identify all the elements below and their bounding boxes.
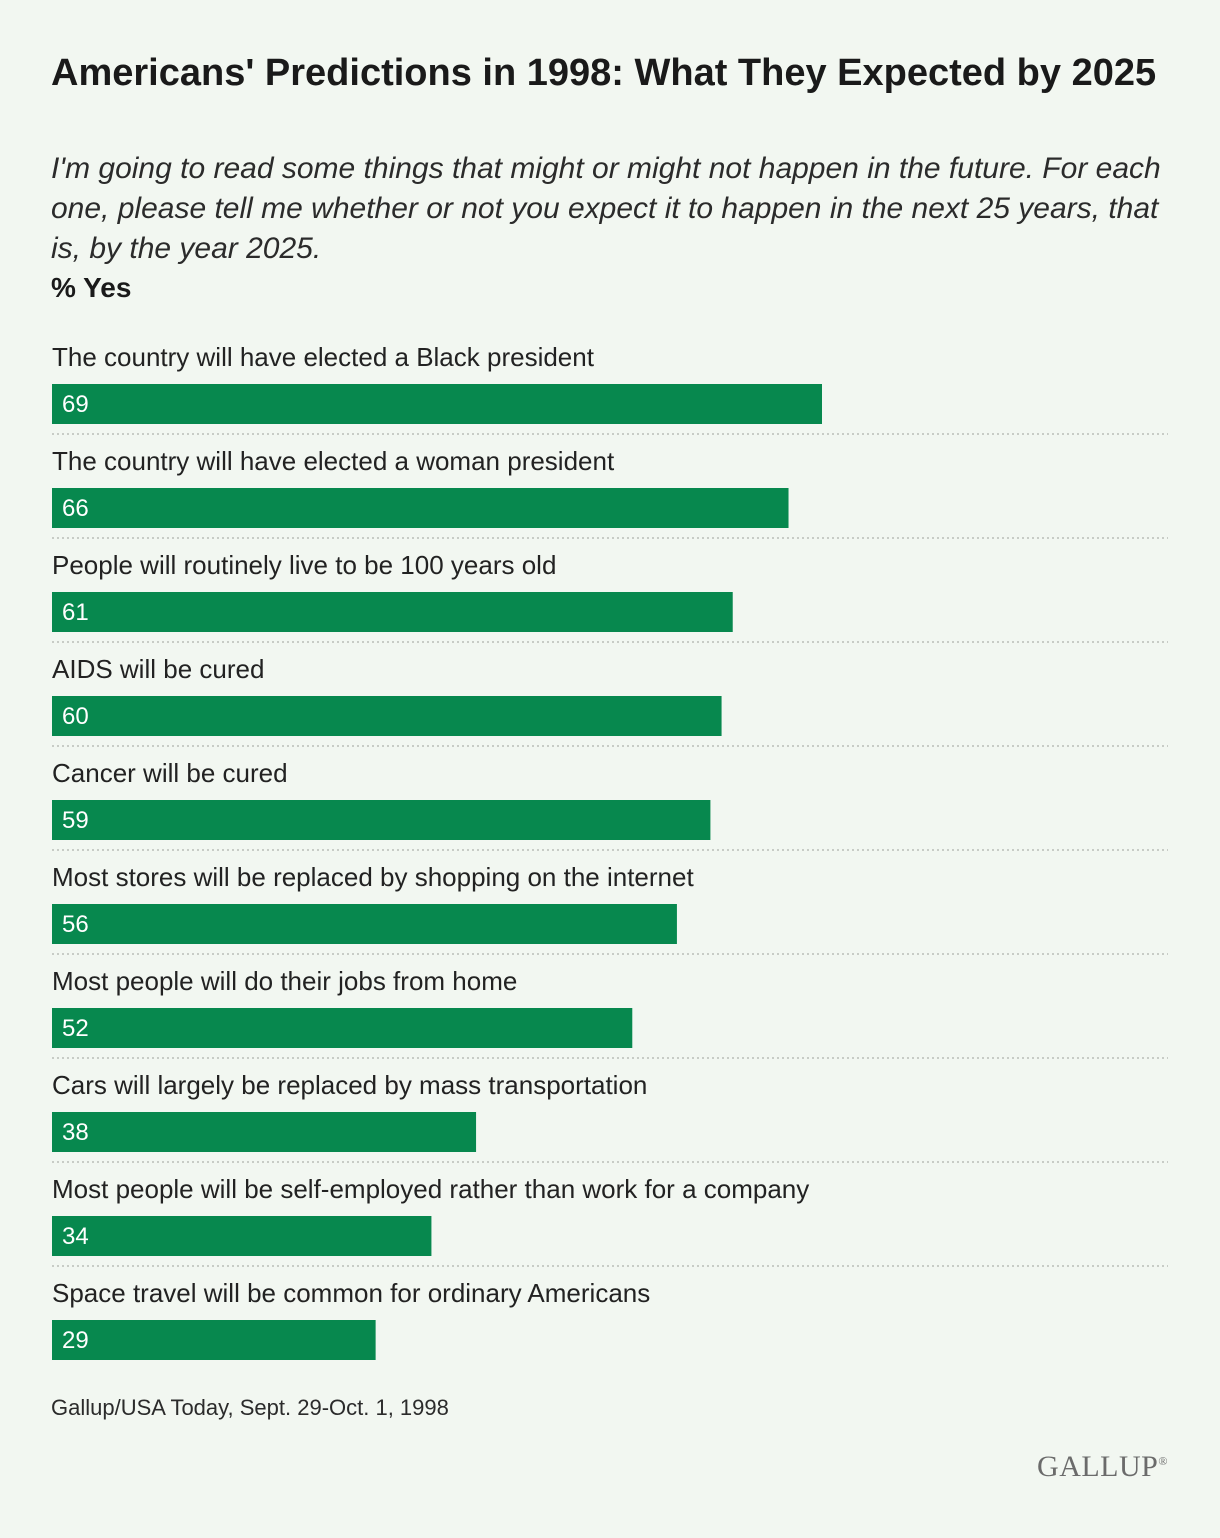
- bar: [52, 1008, 633, 1048]
- measure-label: % Yes: [51, 272, 132, 303]
- bar: [52, 696, 722, 736]
- value-label: 69: [62, 391, 89, 418]
- category-label: The country will have elected a Black pr…: [52, 342, 595, 372]
- registered-mark-icon: ®: [1158, 1454, 1168, 1468]
- value-label: 61: [62, 599, 89, 626]
- bar: [52, 800, 711, 840]
- chart-subtitle: I'm going to read some things that might…: [51, 152, 1161, 265]
- gallup-logo: GALLUP®: [1037, 1450, 1168, 1484]
- category-label: Most people will do their jobs from home: [52, 966, 517, 996]
- chart-title: Americans' Predictions in 1998: What The…: [51, 52, 1157, 94]
- category-label: Most people will be self-employed rather…: [52, 1174, 809, 1204]
- category-label: Space travel will be common for ordinary…: [52, 1278, 650, 1308]
- value-label: 66: [62, 495, 89, 522]
- category-label: AIDS will be cured: [52, 654, 264, 684]
- value-label: 38: [62, 1119, 89, 1146]
- bar: [52, 1320, 376, 1360]
- bar: [52, 592, 733, 632]
- bar: [52, 384, 822, 424]
- bar-chart: The country will have elected a Black pr…: [52, 342, 1168, 1360]
- value-label: 52: [62, 1015, 89, 1042]
- bar: [52, 1112, 477, 1152]
- value-label: 56: [62, 911, 89, 938]
- value-label: 29: [62, 1327, 89, 1354]
- category-label: People will routinely live to be 100 yea…: [52, 550, 556, 580]
- bar: [52, 1216, 432, 1256]
- bar: [52, 904, 677, 944]
- value-label: 60: [62, 703, 89, 730]
- category-label: Cars will largely be replaced by mass tr…: [52, 1070, 647, 1100]
- logo-text: GALLUP: [1037, 1450, 1159, 1483]
- bar: [52, 488, 789, 528]
- source-note: Gallup/USA Today, Sept. 29-Oct. 1, 1998: [51, 1395, 449, 1420]
- category-label: Cancer will be cured: [52, 758, 288, 788]
- value-label: 59: [62, 807, 89, 834]
- value-label: 34: [62, 1223, 89, 1250]
- category-label: The country will have elected a woman pr…: [52, 446, 615, 476]
- category-label: Most stores will be replaced by shopping…: [52, 862, 694, 892]
